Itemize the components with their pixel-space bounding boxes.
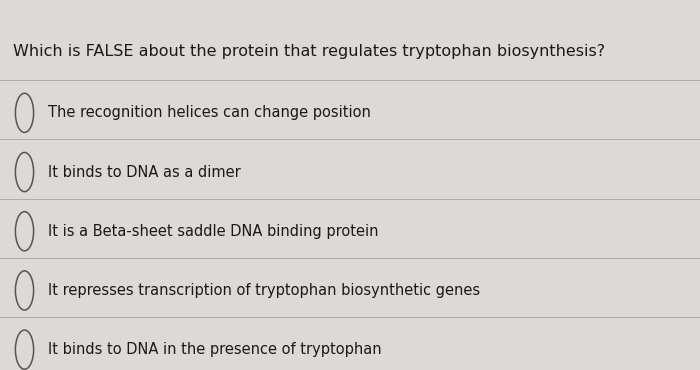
Text: The recognition helices can change position: The recognition helices can change posit… — [48, 105, 370, 120]
Text: It binds to DNA as a dimer: It binds to DNA as a dimer — [48, 165, 240, 179]
Text: It binds to DNA in the presence of tryptophan: It binds to DNA in the presence of trypt… — [48, 342, 382, 357]
Text: It represses transcription of tryptophan biosynthetic genes: It represses transcription of tryptophan… — [48, 283, 480, 298]
Text: It is a Beta-sheet saddle DNA binding protein: It is a Beta-sheet saddle DNA binding pr… — [48, 224, 378, 239]
Text: Which is FALSE about the protein that regulates tryptophan biosynthesis?: Which is FALSE about the protein that re… — [13, 44, 605, 60]
